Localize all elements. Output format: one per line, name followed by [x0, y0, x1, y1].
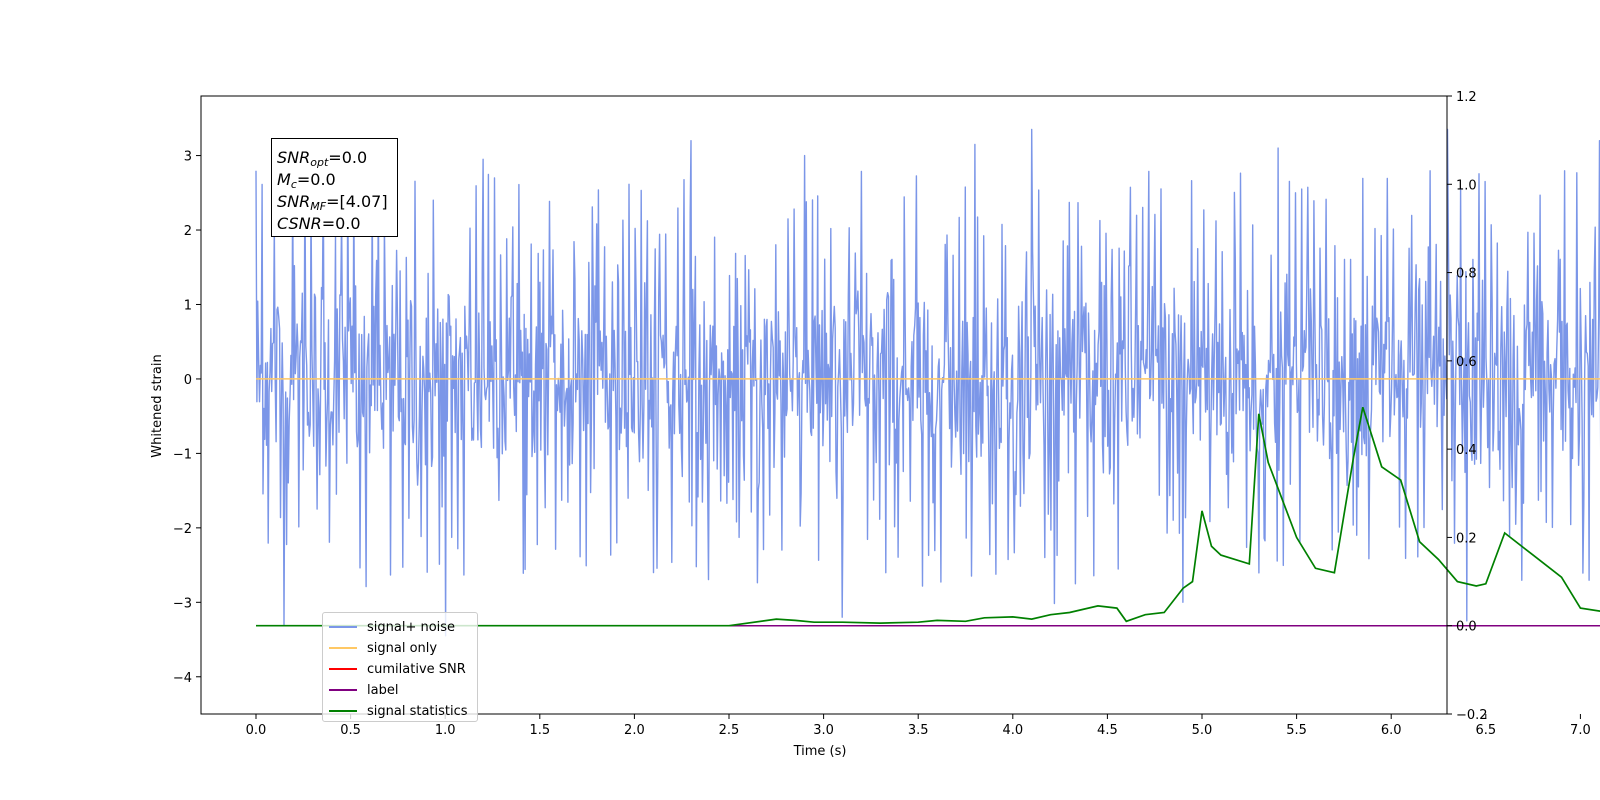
- y-left-tick-label: −4: [173, 671, 192, 686]
- y-right-tick-label: 0.4: [1456, 443, 1477, 458]
- legend-label: signal only: [367, 640, 438, 656]
- y-left-tick-label: −2: [173, 522, 192, 537]
- y-axis-left-ticks: 3 2 1 0 −1 −2 −3 −4: [173, 150, 201, 686]
- annotation-sub: MF: [310, 200, 327, 213]
- y-right-tick-label: 1.2: [1456, 90, 1477, 105]
- annotation-base: M: [277, 170, 291, 189]
- annotation-base: SNR: [277, 148, 311, 167]
- legend-label: label: [367, 682, 399, 698]
- signal-noise-series: [255, 128, 1600, 637]
- y-left-tick-label: 0: [184, 373, 192, 388]
- legend-label: signal+ noise: [367, 619, 456, 635]
- y-right-tick-label: 0.6: [1456, 355, 1477, 370]
- y-left-tick-label: 1: [184, 298, 192, 313]
- annotation-sub: opt: [310, 156, 329, 169]
- legend-label: signal statistics: [367, 703, 468, 719]
- y-right-tick-label: 1.0: [1456, 178, 1477, 193]
- y-axis-label: Whitened strain: [150, 354, 165, 457]
- overlay-series: [256, 378, 1600, 627]
- annotation-sub: c: [290, 178, 297, 191]
- y-left-tick-label: −3: [173, 596, 192, 611]
- annotation-value: =0.0: [328, 148, 368, 167]
- x-tick-label: 2.5: [719, 723, 740, 738]
- signal-statistics-line: [256, 406, 1600, 627]
- annotation-line-snr-opt: SNRopt=0.0: [277, 147, 397, 169]
- legend-swatch: [329, 626, 357, 628]
- y-right-tick-label: −0.2: [1456, 708, 1488, 723]
- annotation-value: =0.0: [296, 170, 336, 189]
- annotation-value: =0.0: [321, 214, 361, 233]
- x-tick-label: 1.0: [435, 723, 456, 738]
- annotation-base: CSNR: [277, 214, 322, 233]
- y-right-tick-label: 0.0: [1456, 620, 1477, 635]
- y-left-tick-label: 2: [184, 224, 192, 239]
- x-tick-label: 6.0: [1381, 723, 1402, 738]
- y-left-tick-label: −1: [173, 447, 192, 462]
- signal-noise-line: [255, 128, 1600, 637]
- x-tick-label: 2.0: [624, 723, 645, 738]
- annotation-line-mc: Mc=0.0: [277, 169, 397, 191]
- annotation-value: =[4.07]: [326, 192, 388, 211]
- x-tick-label: 3.0: [813, 723, 834, 738]
- x-tick-label: 0.5: [340, 723, 361, 738]
- x-tick-label: 5.5: [1286, 723, 1307, 738]
- legend-item-signal-statistics: signal statistics: [329, 701, 468, 721]
- y-left-tick-label: 3: [184, 150, 192, 165]
- legend-item-label: label: [329, 680, 398, 700]
- snr-annotation-box: SNRopt=0.0 Mc=0.0 SNRMF=[4.07] CSNR=0.0: [271, 138, 398, 237]
- x-tick-label: 4.5: [1097, 723, 1118, 738]
- legend-swatch: [329, 689, 357, 691]
- legend-swatch: [329, 647, 357, 649]
- x-tick-label: 3.5: [908, 723, 929, 738]
- legend-item-signal-noise: signal+ noise: [329, 617, 455, 637]
- legend-item-signal-only: signal only: [329, 638, 437, 658]
- x-tick-label: 7.0: [1570, 723, 1591, 738]
- legend-swatch: [329, 710, 357, 712]
- annotation-line-csnr: CSNR=0.0: [277, 213, 397, 235]
- x-tick-label: 4.0: [1002, 723, 1023, 738]
- x-tick-label: 1.5: [529, 723, 550, 738]
- annotation-line-snr-mf: SNRMF=[4.07]: [277, 191, 397, 213]
- annotation-base: SNR: [277, 192, 311, 211]
- chart-legend: signal+ noise signal only cumilative SNR…: [322, 612, 478, 722]
- legend-label: cumilative SNR: [367, 661, 466, 677]
- y-axis-right-ticks: 1.2 1.0 0.8 0.6 0.4 0.2 0.0 −0.2: [1447, 90, 1488, 723]
- legend-swatch: [329, 668, 357, 670]
- y-right-tick-label: 0.8: [1456, 267, 1477, 282]
- x-tick-label: 5.0: [1192, 723, 1213, 738]
- x-tick-label: 0.0: [246, 723, 267, 738]
- x-tick-label: 6.5: [1475, 723, 1496, 738]
- y-right-tick-label: 0.2: [1456, 531, 1477, 546]
- legend-item-cumulative-snr: cumilative SNR: [329, 659, 466, 679]
- x-axis-ticks: 0.0 0.5 1.0 1.5 2.0 2.5 3.0 3.5 4.0 4.5 5.0 5.5 6.0 6…: [246, 714, 1591, 738]
- x-axis-label: Time (s): [793, 744, 847, 759]
